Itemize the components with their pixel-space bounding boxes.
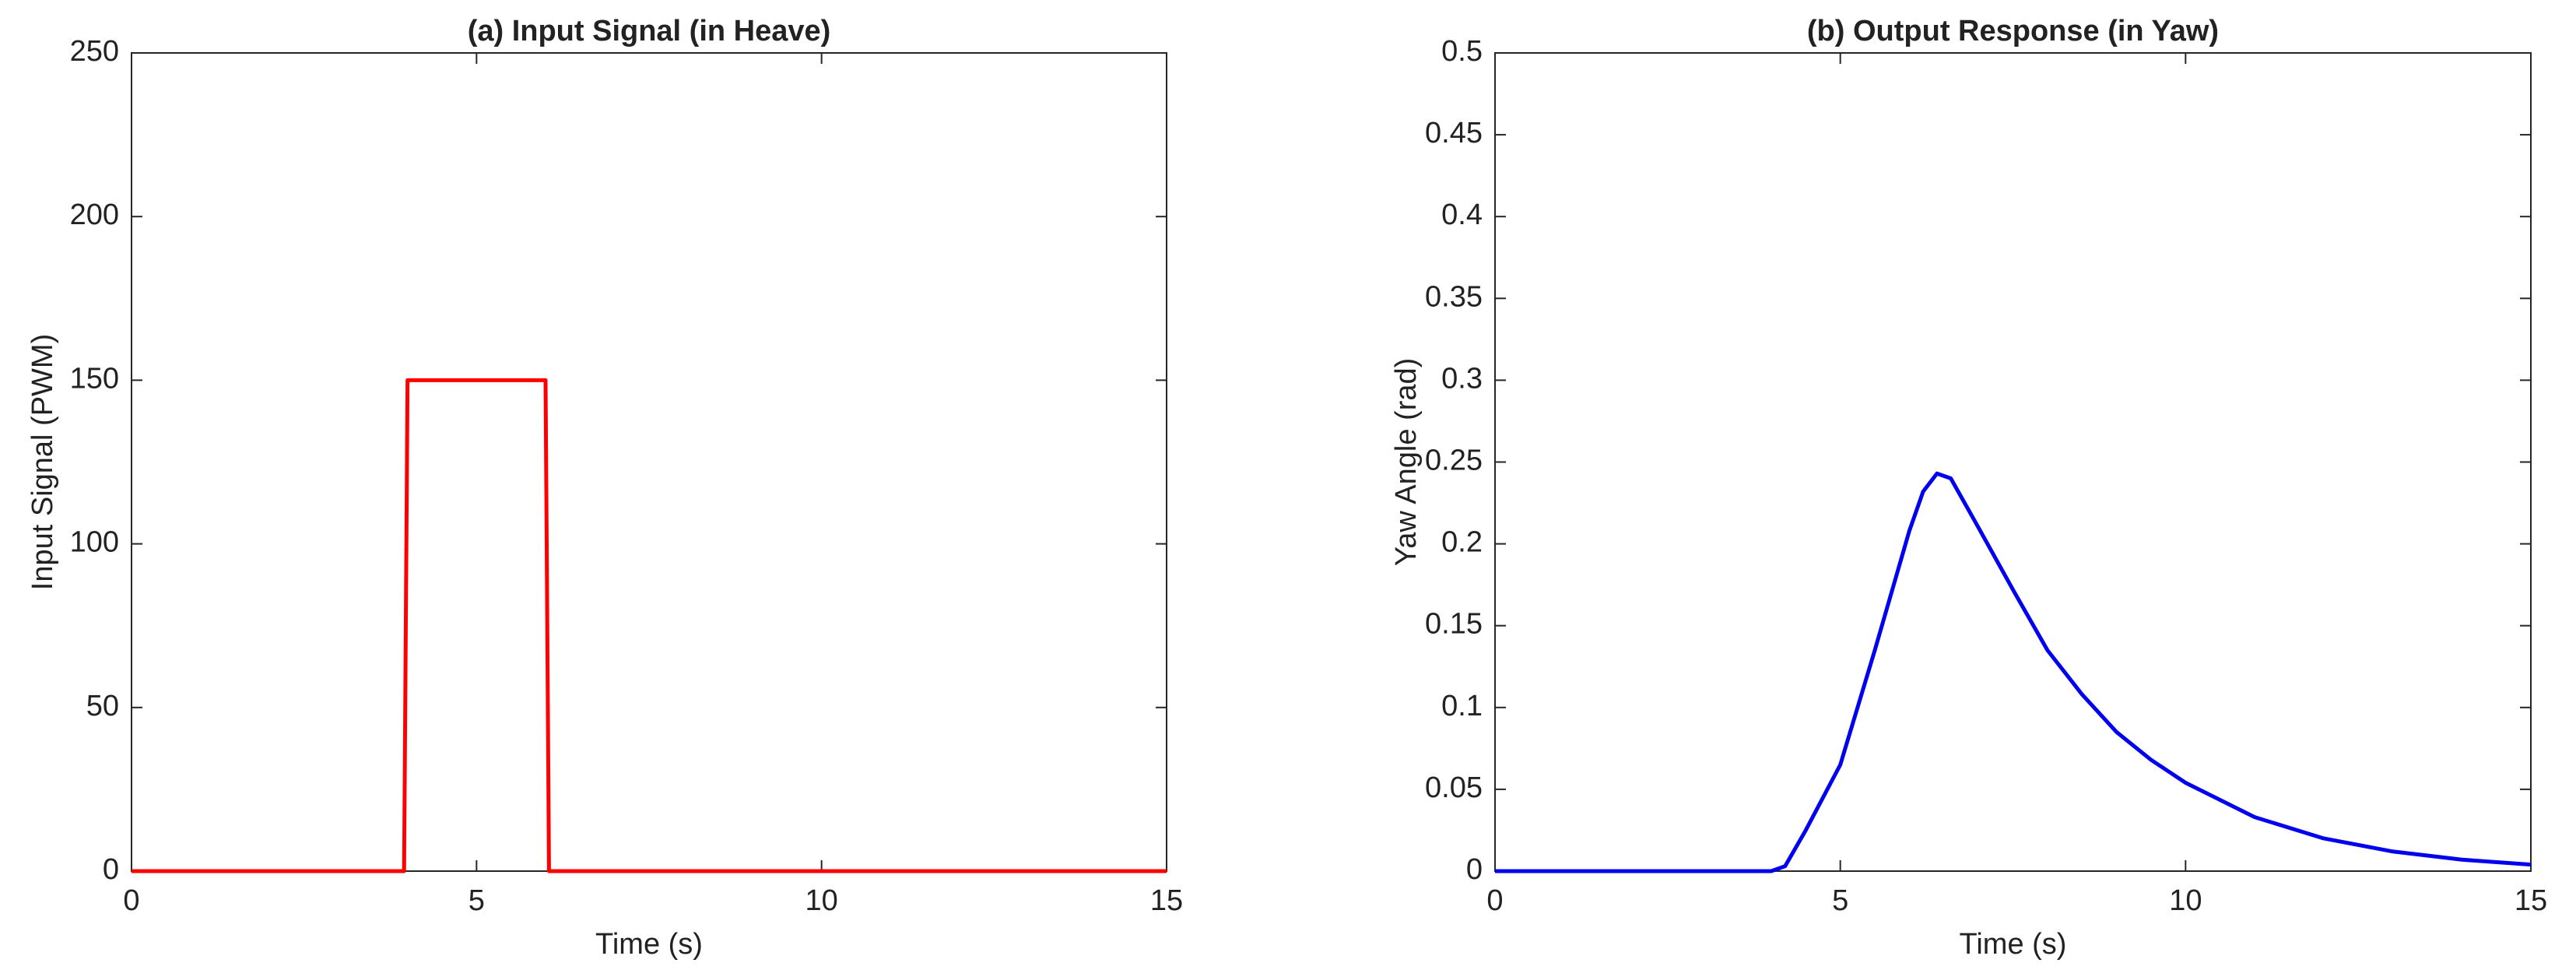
y-tick-label: 250	[70, 35, 119, 68]
y-tick-label: 0.1	[1441, 690, 1483, 722]
y-tick-label: 0.5	[1441, 35, 1483, 68]
data-line	[1495, 471, 2532, 873]
x-tick-label: 10	[805, 884, 838, 917]
x-tick-label: 10	[2169, 884, 2202, 917]
plot-area	[1494, 52, 2532, 872]
y-tick-label: 0.45	[1425, 117, 1483, 149]
y-axis-label: Input Signal (PWM)	[26, 334, 59, 590]
y-tick-label: 50	[86, 690, 119, 722]
y-tick-label: 0.05	[1425, 771, 1483, 804]
y-tick-label: 0	[103, 853, 119, 886]
y-tick-label: 0.35	[1425, 280, 1483, 313]
y-tick-label: 100	[70, 526, 119, 559]
y-tick-label: 150	[70, 362, 119, 395]
x-tick-label: 5	[1832, 884, 1848, 917]
chart-title: (b) Output Response (in Yaw)	[1807, 15, 2219, 47]
x-axis-label: Time (s)	[595, 928, 703, 961]
y-tick-label: 0	[1466, 853, 1483, 886]
x-tick-label: 0	[123, 884, 139, 917]
plot-area	[131, 52, 1167, 872]
data-line	[132, 378, 1167, 873]
y-tick-label: 0.25	[1425, 445, 1483, 477]
x-tick-label: 15	[2515, 884, 2547, 917]
y-axis-label: Yaw Angle (rad)	[1390, 358, 1423, 567]
y-tick-label: 0.2	[1441, 526, 1483, 559]
x-tick-label: 5	[469, 884, 485, 917]
y-tick-label: 200	[70, 199, 119, 231]
x-axis-label: Time (s)	[1960, 928, 2067, 961]
x-tick-label: 15	[1150, 884, 1183, 917]
y-tick-label: 0.3	[1441, 362, 1483, 395]
y-tick-label: 0.15	[1425, 608, 1483, 641]
x-tick-label: 0	[1486, 884, 1503, 917]
y-tick-label: 0.4	[1441, 199, 1483, 231]
chart-title: (a) Input Signal (in Heave)	[468, 15, 831, 47]
